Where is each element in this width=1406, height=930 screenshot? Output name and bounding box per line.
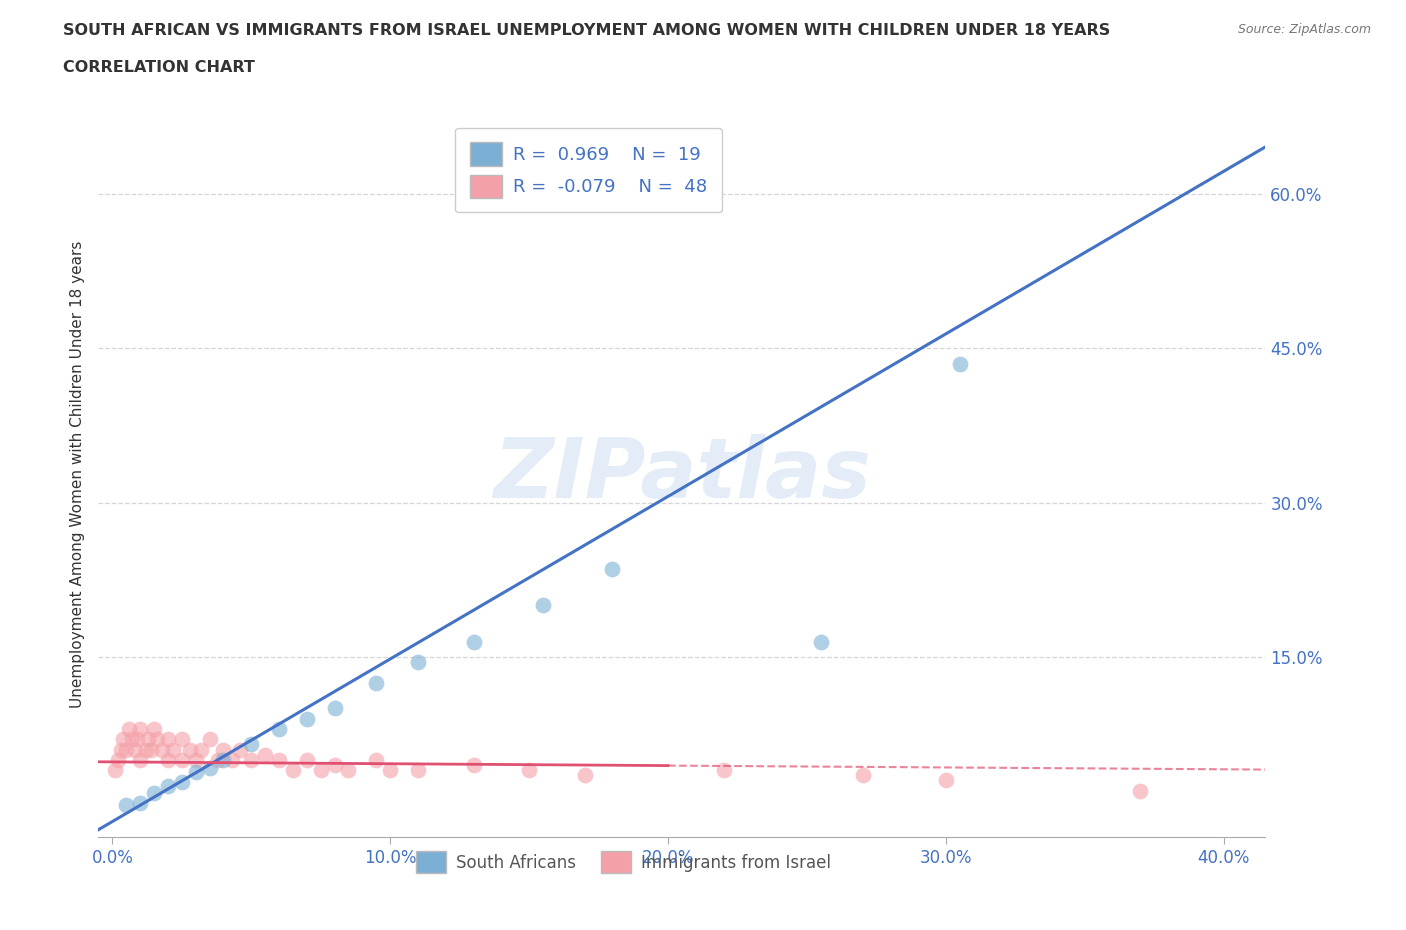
Point (851, 768, 873, 783)
Point (156, 732, 179, 747)
Point (156, 778, 179, 793)
Point (198, 761, 221, 776)
Point (380, 763, 402, 777)
Point (150, 742, 173, 757)
Point (156, 752, 179, 767)
Point (602, 562, 624, 577)
Point (267, 752, 290, 767)
Point (810, 634, 832, 649)
Point (295, 752, 318, 767)
Point (184, 764, 207, 779)
Point (121, 732, 143, 747)
Point (240, 752, 263, 767)
Point (366, 752, 388, 767)
Point (463, 634, 485, 649)
Point (162, 742, 184, 757)
Point (254, 747, 277, 762)
Point (110, 742, 132, 757)
Point (713, 763, 735, 777)
Point (146, 732, 169, 747)
Point (949, 356, 972, 371)
Point (229, 742, 252, 757)
Point (531, 598, 554, 613)
Point (207, 752, 229, 767)
Point (141, 742, 163, 757)
Point (127, 732, 149, 747)
Text: Source: ZipAtlas.com: Source: ZipAtlas.com (1237, 23, 1371, 36)
Point (267, 722, 290, 737)
Point (190, 742, 212, 757)
Point (115, 742, 138, 757)
Point (463, 758, 485, 773)
Point (184, 752, 207, 767)
Point (124, 742, 146, 757)
Point (129, 795, 152, 810)
Text: CORRELATION CHART: CORRELATION CHART (63, 60, 254, 75)
Point (1129, 783, 1152, 798)
Point (323, 758, 346, 773)
Point (406, 763, 429, 777)
Point (143, 785, 166, 800)
Point (129, 752, 152, 767)
Point (143, 722, 166, 737)
Point (295, 711, 318, 726)
Point (104, 763, 127, 777)
Point (281, 763, 304, 777)
Point (935, 773, 957, 788)
Text: ZIPatlas: ZIPatlas (494, 433, 870, 515)
Point (198, 732, 221, 747)
Point (517, 763, 540, 777)
Point (337, 763, 360, 777)
Text: SOUTH AFRICAN VS IMMIGRANTS FROM ISRAEL UNEMPLOYMENT AMONG WOMEN WITH CHILDREN U: SOUTH AFRICAN VS IMMIGRANTS FROM ISRAEL … (63, 23, 1111, 38)
Point (406, 655, 429, 670)
Point (212, 742, 235, 757)
Point (170, 752, 193, 767)
Point (138, 732, 160, 747)
Point (112, 732, 135, 747)
Point (129, 722, 152, 737)
Point (170, 732, 193, 747)
Point (170, 775, 193, 790)
Point (212, 752, 235, 767)
Legend: South Africans, Immigrants from Israel: South Africans, Immigrants from Israel (409, 844, 838, 880)
Point (115, 798, 138, 813)
Y-axis label: Unemployment Among Women with Children Under 18 years: Unemployment Among Women with Children U… (69, 241, 84, 708)
Point (366, 675, 388, 690)
Point (221, 752, 243, 767)
Point (135, 742, 157, 757)
Point (240, 737, 263, 751)
Point (179, 742, 201, 757)
Point (309, 763, 332, 777)
Point (323, 701, 346, 716)
Point (107, 752, 129, 767)
Point (118, 722, 141, 737)
Point (574, 768, 596, 783)
